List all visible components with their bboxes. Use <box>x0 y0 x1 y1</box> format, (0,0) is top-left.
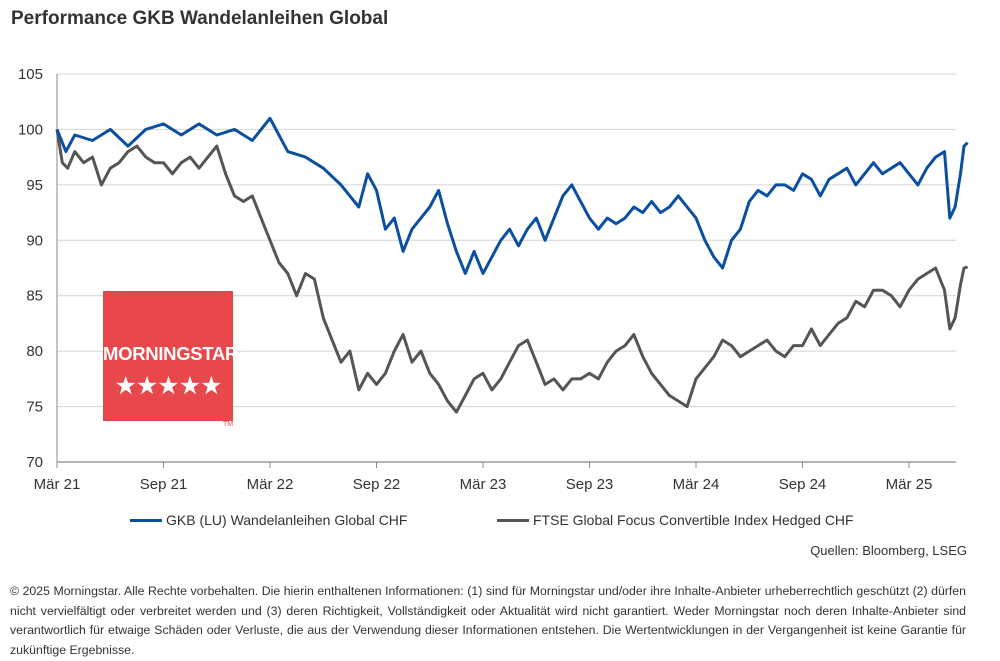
legend-label-ftse: FTSE Global Focus Convertible Index Hedg… <box>533 512 854 528</box>
trademark-mark: TM <box>223 421 234 428</box>
series-line-ftse <box>55 129 969 414</box>
morningstar-logo-text: MORNINGSTAR <box>103 343 239 364</box>
x-tick-label: Mär 23 <box>460 476 507 493</box>
legend-label-gkb: GKB (LU) Wandelanleihen Global CHF <box>166 512 408 528</box>
y-tick-label: 95 <box>26 177 43 194</box>
chart-legend: GKB (LU) Wandelanleihen Global CHF FTSE … <box>0 512 1000 532</box>
series-line-gkb <box>55 116 969 275</box>
y-axis-ticks: 70 75 80 85 90 95 100 105 <box>18 66 43 471</box>
legend-item-gkb: GKB (LU) Wandelanleihen Global CHF <box>130 512 407 528</box>
x-tick-label: Sep 21 <box>140 476 188 493</box>
performance-line-chart: 70 75 80 85 90 95 100 105 Mär 21 Sep 21 Mär 22 Sep… <box>18 66 969 493</box>
x-tick-label: Mär 25 <box>886 476 933 493</box>
y-tick-label: 100 <box>18 121 43 138</box>
legend-swatch-blue <box>130 518 162 522</box>
source-note: Quellen: Bloomberg, LSEG <box>810 543 967 558</box>
x-tick-label: Mär 22 <box>247 476 294 493</box>
morningstar-rating-badge: MORNINGSTAR ★★★★★ <box>103 291 239 421</box>
x-tick-label: Mär 24 <box>673 476 720 493</box>
disclaimer-text: © 2025 Morningstar. Alle Rechte vorbehal… <box>10 584 966 657</box>
y-tick-label: 85 <box>26 288 43 305</box>
chart-title: Performance GKB Wandelanleihen Global <box>11 8 389 29</box>
x-tick-label: Mär 21 <box>34 476 81 493</box>
y-tick-label: 75 <box>26 399 43 416</box>
legend-swatch-gray <box>497 518 529 522</box>
y-tick-label: 105 <box>18 66 43 83</box>
legend-item-ftse: FTSE Global Focus Convertible Index Hedg… <box>497 512 854 528</box>
x-tick-label: Sep 24 <box>779 476 827 493</box>
grid-lines <box>56 73 956 463</box>
x-tick-label: Sep 22 <box>353 476 401 493</box>
x-tick-label: Sep 23 <box>566 476 614 493</box>
y-tick-label: 70 <box>26 454 43 471</box>
five-star-rating-icon: ★★★★★ <box>114 372 222 400</box>
x-axis-ticks: Mär 21 Sep 21 Mär 22 Sep 22 Mär 23 Sep 23 Mär … <box>34 462 933 493</box>
y-tick-label: 90 <box>26 232 43 249</box>
y-tick-label: 80 <box>26 343 43 360</box>
series-lines <box>55 116 969 414</box>
